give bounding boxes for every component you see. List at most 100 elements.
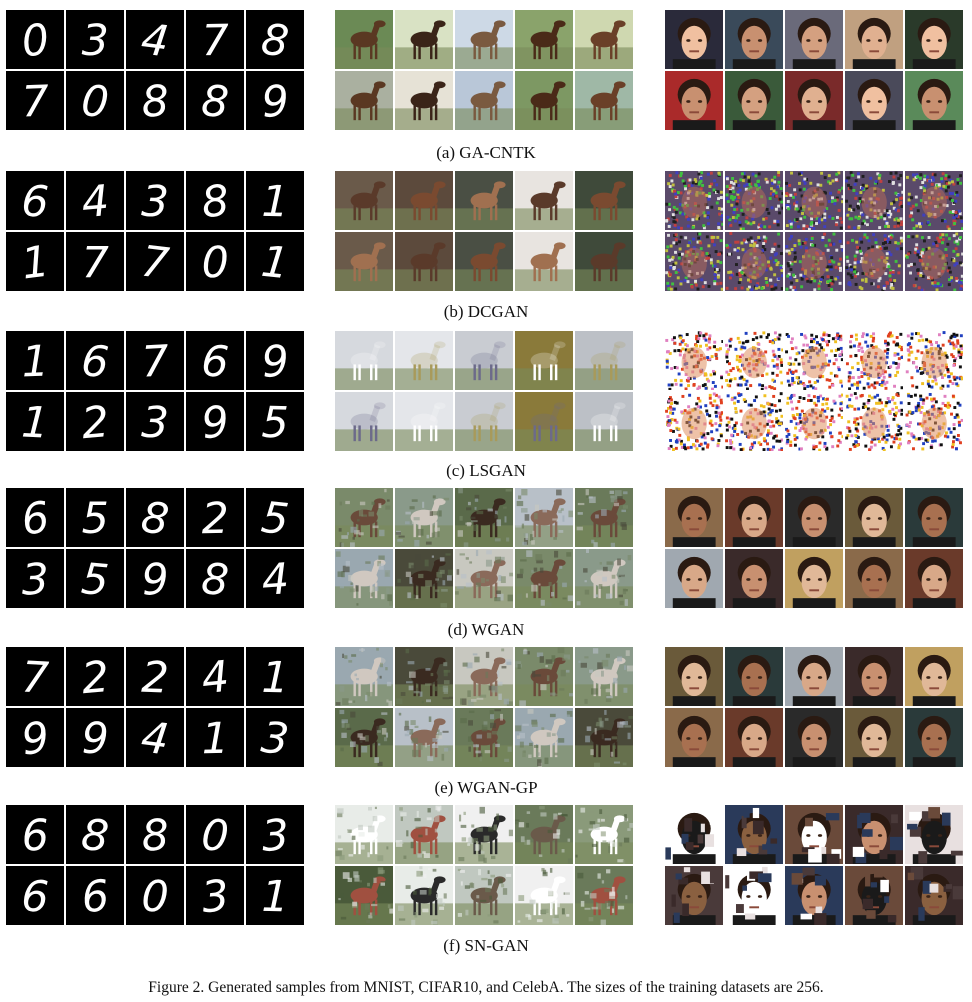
cifar10-sample [394, 805, 454, 864]
svg-text:9: 9 [199, 396, 231, 449]
digit-sample-image: 0 [201, 237, 229, 287]
digit-sample-image: 6 [199, 336, 230, 388]
svg-text:3: 3 [81, 16, 108, 66]
celeba-sample [784, 647, 844, 706]
mnist-sample: 1 [245, 171, 304, 230]
celeba-sample [844, 70, 904, 130]
svg-text:9: 9 [260, 76, 291, 128]
celeba-sample [665, 331, 724, 390]
digit-sample-image: 8 [140, 76, 170, 127]
mnist-sample: 6 [6, 805, 65, 864]
svg-text:6: 6 [20, 871, 50, 922]
celeba-sample [844, 805, 904, 864]
mnist-sample: 9 [125, 548, 185, 608]
digit-sample-image: 9 [19, 712, 52, 765]
celeba-sample [784, 488, 844, 547]
mnist-sample: 3 [6, 548, 65, 608]
celeba-sample [665, 647, 724, 706]
svg-text:1: 1 [201, 713, 229, 763]
svg-text:0: 0 [201, 237, 229, 287]
svg-text:9: 9 [260, 336, 291, 388]
digit-sample-image: 9 [260, 76, 291, 128]
celeba-sample [724, 488, 784, 547]
digit-sample-image: 1 [261, 653, 289, 703]
digit-sample-image: 7 [201, 16, 229, 66]
svg-text:7: 7 [20, 652, 50, 703]
celeba-sample [665, 865, 724, 925]
digit-sample-image: 7 [140, 336, 170, 387]
mnist-sample: 5 [245, 488, 304, 547]
digit-sample-image: 4 [260, 554, 291, 606]
svg-text:6: 6 [20, 176, 50, 227]
mnist-sample: 6 [65, 331, 125, 390]
digit-sample-image: 4 [199, 652, 231, 705]
celeba-sample [904, 391, 963, 451]
mnist-sample: 8 [125, 488, 185, 547]
celeba-sample [844, 231, 904, 291]
celeba-sample [665, 707, 724, 767]
celeba-sample [784, 707, 844, 767]
mnist-sample: 7 [6, 647, 65, 706]
celeba-sample [724, 548, 784, 608]
cifar10-sample [514, 331, 574, 390]
celeba-sample [784, 231, 844, 291]
celeba-sample [784, 391, 844, 451]
cifar10-sample [454, 10, 514, 69]
digit-sample-image: 2 [201, 494, 229, 544]
celeba-sample [724, 231, 784, 291]
svg-text:6: 6 [79, 336, 110, 388]
digit-sample-image: 1 [21, 337, 50, 388]
mnist-sample: 6 [6, 865, 65, 925]
svg-text:3: 3 [140, 177, 169, 228]
celeba-sample [904, 10, 963, 69]
digit-sample-image: 8 [199, 176, 231, 229]
cifar10-samples-grid [335, 10, 633, 130]
mnist-sample: 3 [185, 865, 245, 925]
cifar10-sample [394, 171, 454, 230]
svg-text:2: 2 [201, 494, 229, 544]
cifar10-sample [394, 10, 454, 69]
cifar10-sample [574, 171, 633, 230]
mnist-sample: 3 [65, 10, 125, 69]
digit-sample-image: 4 [138, 712, 171, 765]
digit-sample-image: 5 [261, 397, 289, 447]
cifar10-sample [514, 707, 574, 767]
mnist-sample: 6 [185, 331, 245, 390]
mnist-sample: 2 [65, 391, 125, 451]
cifar10-sample [514, 231, 574, 291]
celeba-sample [665, 10, 724, 69]
cifar10-sample [335, 231, 394, 291]
svg-text:1: 1 [19, 236, 52, 289]
digit-sample-image: 1 [261, 177, 289, 227]
cifar10-sample [454, 647, 514, 706]
svg-text:3: 3 [199, 870, 231, 923]
svg-text:5: 5 [81, 494, 108, 544]
cifar10-sample [335, 391, 394, 451]
cifar10-samples-grid [335, 171, 633, 291]
celeba-sample [724, 70, 784, 130]
cifar10-sample [454, 171, 514, 230]
celeba-sample [844, 647, 904, 706]
celeba-sample [904, 171, 963, 230]
cifar10-sample [335, 10, 394, 69]
celeba-sample [665, 488, 724, 547]
cifar10-sample [574, 865, 633, 925]
mnist-sample: 0 [6, 10, 65, 69]
cifar10-sample [335, 805, 394, 864]
celeba-sample [904, 548, 963, 608]
celeba-sample [784, 548, 844, 608]
mnist-sample: 3 [125, 391, 185, 451]
digit-sample-image: 1 [19, 236, 52, 289]
cifar10-sample [454, 70, 514, 130]
cifar10-sample [394, 331, 454, 390]
svg-text:6: 6 [19, 493, 52, 546]
mnist-sample: 4 [245, 548, 304, 608]
digit-sample-image: 2 [79, 652, 110, 704]
celeba-sample [844, 171, 904, 230]
svg-text:9: 9 [140, 554, 170, 605]
cifar10-sample [335, 331, 394, 390]
